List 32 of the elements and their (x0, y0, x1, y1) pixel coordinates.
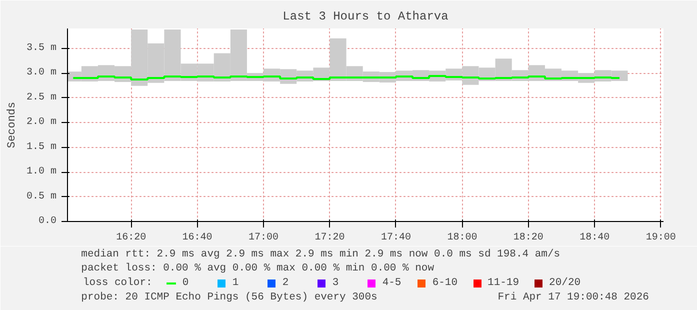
x-tick-label: 16:20 (116, 232, 146, 244)
x-tick-label: 17:20 (314, 232, 345, 244)
x-tick-label: 16:40 (182, 232, 212, 244)
x-tick-label: 17:40 (380, 232, 411, 244)
y-axis-title: Seconds (6, 102, 18, 148)
y-tick-label: 3.0 m (26, 68, 57, 79)
text: Fri Apr 17 19:00:48 2026 (498, 292, 649, 304)
x-tick-label: 18:00 (447, 232, 478, 244)
legend-label: 3 (332, 277, 340, 289)
legend-label: 20/20 (549, 277, 581, 289)
y-tick-label: 2.5 m (26, 92, 57, 104)
y-tick-label: 1.5 m (26, 142, 57, 153)
y-tick-label: 1.0 m (26, 166, 57, 178)
y-tick-label: 2.0 m (26, 117, 57, 128)
text: probe: 20 ICMP Echo Pings (56 Bytes) every 300s (81, 292, 378, 304)
x-tick-label: 19:00 (646, 232, 676, 244)
legend-label: 2 (282, 277, 290, 289)
legend-label: 1 (232, 277, 240, 289)
chart-title: Last 3 Hours to Atharva (282, 10, 448, 24)
y-tick-label: 0.5 m (26, 191, 57, 202)
x-tick-label: 17:00 (248, 232, 279, 244)
legend-label: 11-19 (488, 277, 520, 289)
x-tick-label: 18:40 (580, 232, 610, 244)
text: median rtt: 2.9 ms avg 2.9 ms max 2.9 ms min 2.9 ms now 0.0 ms sd 198.4 am/s (81, 248, 560, 260)
y-tick-label: 3.5 m (26, 42, 57, 54)
text: packet loss: 0.00 % avg 0.00 % max 0.00 % min 0.00 % now (81, 262, 435, 274)
legend-label: 4-5 (382, 277, 402, 289)
y-tick-label: 0.0 (38, 216, 57, 227)
legend-title: loss color: (83, 277, 152, 289)
legend-label: 6-10 (432, 277, 458, 289)
legend-label: 0 (182, 277, 190, 289)
x-tick-label: 18:20 (513, 232, 544, 244)
